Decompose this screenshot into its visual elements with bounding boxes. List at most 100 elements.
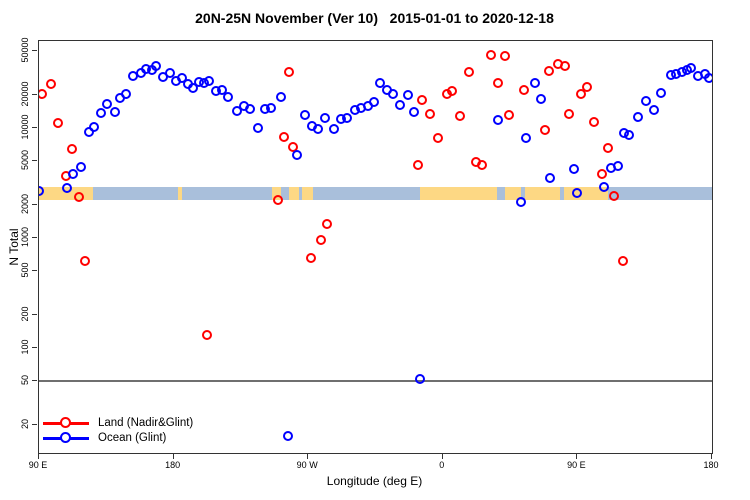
y-tick-label: 500 <box>20 262 30 278</box>
legend: Land (Nadir&Glint) Ocean (Glint) <box>43 416 193 446</box>
data-point-land <box>493 77 504 88</box>
x-tick-label: 180 <box>165 460 181 470</box>
data-point-land <box>306 252 317 263</box>
data-point-ocean <box>529 77 540 88</box>
data-point-ocean <box>217 85 228 96</box>
data-point-land <box>446 86 457 97</box>
data-point-ocean <box>568 164 579 175</box>
data-point-ocean <box>395 100 406 111</box>
x-tick-mark <box>38 454 39 459</box>
x-tick-mark <box>441 454 443 459</box>
x-tick-label: 180 <box>703 460 719 470</box>
y-tick-label: 20 <box>20 418 30 429</box>
y-tick-label: 50 <box>20 375 30 386</box>
x-tick-mark <box>711 454 712 459</box>
y-tick-mark <box>32 126 37 128</box>
y-tick-mark <box>32 203 37 205</box>
data-point-land <box>609 191 620 202</box>
data-point-land <box>315 234 326 245</box>
data-point-ocean <box>291 150 302 161</box>
data-point-land <box>272 194 283 205</box>
map-band-land-segment <box>420 186 497 201</box>
data-point-land <box>582 82 593 93</box>
y-tick-mark <box>32 270 37 272</box>
data-point-ocean <box>545 173 556 184</box>
data-point-ocean <box>409 106 420 117</box>
data-point-ocean <box>151 61 162 71</box>
x-tick-mark <box>307 454 309 459</box>
data-point-ocean <box>75 162 86 172</box>
y-tick-label: 50000 <box>20 37 30 63</box>
data-point-land <box>39 89 47 100</box>
data-point-ocean <box>187 82 198 93</box>
x-tick-label: 90 E <box>567 460 586 470</box>
y-tick-mark <box>32 160 37 161</box>
data-point-land <box>544 65 555 76</box>
y-tick-mark <box>32 93 37 95</box>
legend-entry: Land (Nadir&Glint) <box>43 416 193 430</box>
data-point-land <box>67 143 78 154</box>
data-point-ocean <box>121 89 132 100</box>
data-point-land <box>499 51 510 61</box>
data-point-ocean <box>252 123 263 134</box>
data-point-land <box>454 111 465 122</box>
legend-marker-icon <box>43 416 89 430</box>
map-band-land-segment <box>302 186 313 201</box>
data-point-ocean <box>299 109 310 120</box>
data-point-ocean <box>536 94 547 104</box>
data-point-ocean <box>266 102 277 113</box>
data-point-land <box>597 169 608 180</box>
y-tick-label: 200 <box>20 306 30 322</box>
data-point-ocean <box>109 106 120 117</box>
data-point-land <box>321 219 332 230</box>
x-tick-label: 0 <box>439 460 445 470</box>
data-point-ocean <box>414 374 425 385</box>
data-point-ocean <box>312 124 323 135</box>
data-point-land <box>564 108 575 119</box>
reference-line-50 <box>39 380 712 383</box>
data-point-ocean <box>632 111 643 122</box>
y-tick-label: 100 <box>20 339 30 355</box>
data-point-ocean <box>68 168 79 179</box>
data-point-land <box>416 95 427 106</box>
y-tick-mark <box>32 423 37 425</box>
legend-circle-icon <box>60 417 71 428</box>
data-point-land <box>576 88 587 99</box>
data-point-ocean <box>232 106 242 117</box>
data-point-land <box>485 49 496 60</box>
legend-label: Ocean (Glint) <box>98 432 167 444</box>
data-point-ocean <box>521 132 532 143</box>
data-point-ocean <box>516 196 527 207</box>
data-point-ocean <box>177 73 188 84</box>
data-point-ocean <box>95 107 106 118</box>
data-point-ocean <box>283 430 293 441</box>
legend-entry: Ocean (Glint) <box>43 431 193 445</box>
data-point-land <box>603 143 614 154</box>
data-point-ocean <box>164 68 175 79</box>
data-point-ocean <box>328 123 339 134</box>
y-tick-mark <box>32 380 37 382</box>
data-point-ocean <box>572 187 583 198</box>
data-point-ocean <box>203 75 214 86</box>
map-band-land-segment <box>178 186 182 201</box>
data-point-land <box>413 159 424 170</box>
data-point-land <box>283 66 294 77</box>
data-point-land <box>539 125 550 136</box>
y-tick-label: 2000 <box>20 193 30 214</box>
data-point-land <box>425 108 436 119</box>
data-point-ocean <box>598 182 609 193</box>
data-point-land <box>463 66 474 77</box>
data-point-ocean <box>245 104 256 115</box>
data-point-ocean <box>613 160 624 171</box>
data-point-ocean <box>641 95 652 106</box>
legend-label: Land (Nadir&Glint) <box>98 417 194 429</box>
data-point-land <box>560 61 571 71</box>
data-point-ocean <box>61 182 72 193</box>
data-point-land <box>45 79 56 90</box>
data-point-ocean <box>342 112 353 123</box>
x-axis-label: Longitude (deg E) <box>326 474 423 488</box>
data-point-land <box>433 132 444 143</box>
data-point-ocean <box>624 129 635 140</box>
x-tick-label: 90 W <box>296 460 318 470</box>
